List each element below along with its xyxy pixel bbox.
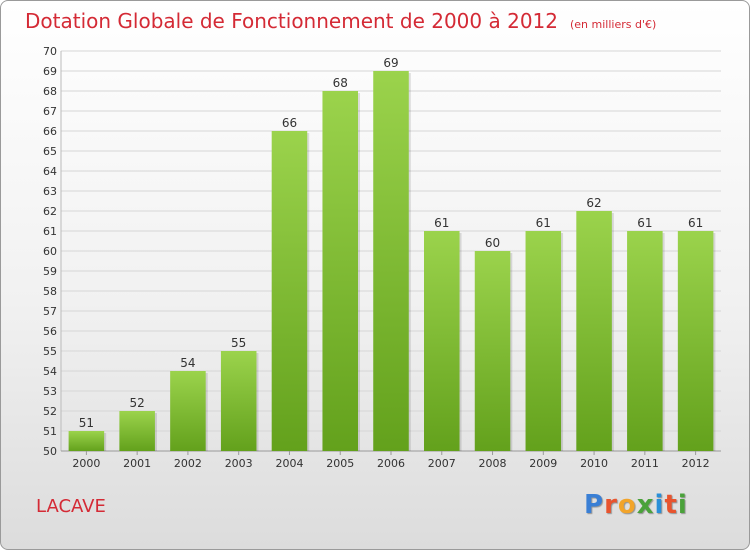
y-axis: 50 51 52 53 54 55 56 57 58 59 60 61 62 63 64 65 66 67 68 69…	[43, 45, 57, 458]
x-tick-label: 2002	[174, 457, 202, 470]
x-tick-label: 2009	[529, 457, 557, 470]
logo-letter: r	[604, 490, 618, 520]
bar-value-label: 52	[130, 396, 145, 410]
x-tick-label: 2004	[275, 457, 303, 470]
logo-letter: t	[664, 490, 678, 520]
bar	[220, 351, 257, 451]
x-axis: 2000 2001 2002 2003 2004 2005 2006 2007 2008 2009…	[72, 451, 710, 470]
y-tick-label: 51	[43, 425, 57, 438]
x-tick-label: 2006	[377, 457, 405, 470]
y-tick-label: 56	[43, 325, 57, 338]
bar-value-label: 68	[333, 76, 348, 90]
bar	[627, 231, 663, 451]
chart-title: Dotation Globale de Fonctionnement de 20…	[25, 9, 656, 33]
y-tick-label: 63	[43, 185, 57, 198]
y-tick-label: 55	[43, 345, 57, 358]
x-tick-label: 2005	[326, 457, 354, 470]
bar-value-label: 69	[383, 56, 398, 70]
y-tick-label: 53	[43, 385, 57, 398]
logo-letter: o	[617, 490, 637, 520]
y-tick-label: 64	[43, 165, 57, 178]
y-tick-label: 65	[43, 145, 57, 158]
bar	[119, 411, 155, 451]
y-tick-label: 54	[43, 365, 57, 378]
logo-letter: i	[677, 490, 688, 520]
bar-value-label: 66	[282, 116, 297, 130]
x-tick-label: 2012	[682, 457, 710, 470]
y-tick-label: 67	[43, 105, 57, 118]
bar	[271, 131, 308, 451]
bar-value-label: 61	[637, 216, 652, 230]
y-tick-label: 50	[43, 445, 57, 458]
bar-value-label: 51	[79, 416, 94, 430]
logo-letter: P	[584, 490, 605, 520]
x-tick-label: 2003	[225, 457, 253, 470]
y-tick-label: 58	[43, 285, 57, 298]
bar-value-label: 62	[586, 196, 601, 210]
bar	[474, 251, 511, 451]
y-tick-label: 69	[43, 65, 57, 78]
bar	[525, 231, 562, 451]
bar	[373, 71, 409, 451]
bar-value-label: 54	[180, 356, 195, 370]
x-tick-label: 2008	[479, 457, 507, 470]
y-tick-label: 68	[43, 85, 57, 98]
y-tick-label: 59	[43, 265, 57, 278]
x-tick-label: 2001	[123, 457, 151, 470]
y-tick-label: 62	[43, 205, 57, 218]
logo-letter: x	[636, 490, 655, 520]
x-tick-label: 2011	[631, 457, 659, 470]
bar	[170, 371, 206, 451]
bar-value-label: 61	[536, 216, 551, 230]
bar	[68, 431, 105, 451]
bar-value-label: 61	[434, 216, 449, 230]
logo-letter: i	[654, 490, 665, 520]
bar	[424, 231, 460, 451]
y-tick-label: 57	[43, 305, 57, 318]
commune-name: LACAVE	[36, 496, 106, 517]
chart-title-text: Dotation Globale de Fonctionnement de 20…	[25, 9, 558, 33]
x-tick-label: 2007	[428, 457, 456, 470]
bar	[322, 91, 358, 451]
proxiti-logo: Proxiti	[584, 490, 688, 520]
y-tick-label: 61	[43, 225, 57, 238]
chart-subtitle: (en milliers d'€)	[570, 18, 657, 31]
y-tick-label: 70	[43, 45, 57, 58]
y-tick-label: 52	[43, 405, 57, 418]
bar-value-label: 61	[688, 216, 703, 230]
x-tick-label: 2000	[72, 457, 100, 470]
bar	[576, 211, 612, 451]
bar-value-label: 55	[231, 336, 246, 350]
y-tick-label: 60	[43, 245, 57, 258]
y-tick-label: 66	[43, 125, 57, 138]
bars: 51 52 54 55 66 68 69 61 60 61 62 61 61	[68, 56, 716, 451]
bar-value-label: 60	[485, 236, 500, 250]
x-tick-label: 2010	[580, 457, 608, 470]
bar	[677, 231, 714, 451]
